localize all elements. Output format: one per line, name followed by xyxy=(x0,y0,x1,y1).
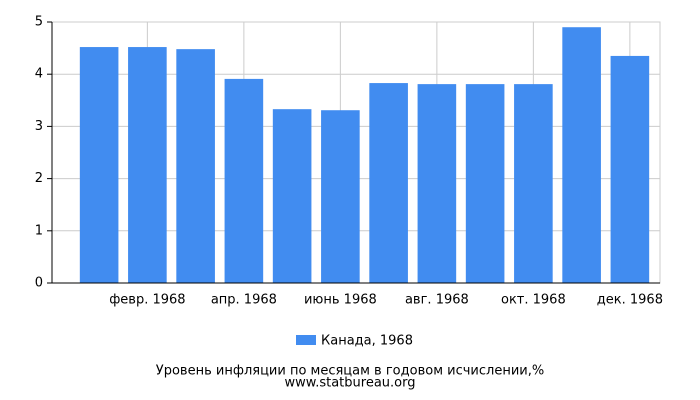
legend-label: Канада, 1968 xyxy=(321,334,413,349)
bar xyxy=(321,110,360,283)
y-tick-label: 5 xyxy=(35,15,43,30)
y-tick-label: 4 xyxy=(35,67,43,82)
bar xyxy=(417,84,457,283)
bar xyxy=(562,27,601,283)
x-tick-label: июнь 1968 xyxy=(304,293,377,308)
x-tick-label: февр. 1968 xyxy=(109,293,185,308)
y-tick-label: 0 xyxy=(35,276,43,291)
legend-swatch xyxy=(296,335,316,345)
bar xyxy=(514,84,553,283)
y-tick-label: 1 xyxy=(35,223,43,238)
bar xyxy=(224,78,264,283)
x-tick-label: окт. 1968 xyxy=(501,293,566,308)
bar xyxy=(128,47,167,283)
x-tick-label: дек. 1968 xyxy=(597,293,663,308)
bar xyxy=(610,55,650,284)
chart-title: Уровень инфляции по месяцам в годовом ис… xyxy=(156,364,544,379)
x-tick-label: авг. 1968 xyxy=(405,293,469,308)
bar xyxy=(79,47,119,283)
bar xyxy=(465,84,505,283)
bar xyxy=(369,83,408,283)
bar xyxy=(272,109,312,283)
x-tick-label: апр. 1968 xyxy=(211,293,277,308)
bar xyxy=(176,49,215,284)
y-tick-label: 2 xyxy=(35,171,43,186)
y-tick-label: 3 xyxy=(35,119,43,134)
source: www.statbureau.org xyxy=(285,376,416,391)
